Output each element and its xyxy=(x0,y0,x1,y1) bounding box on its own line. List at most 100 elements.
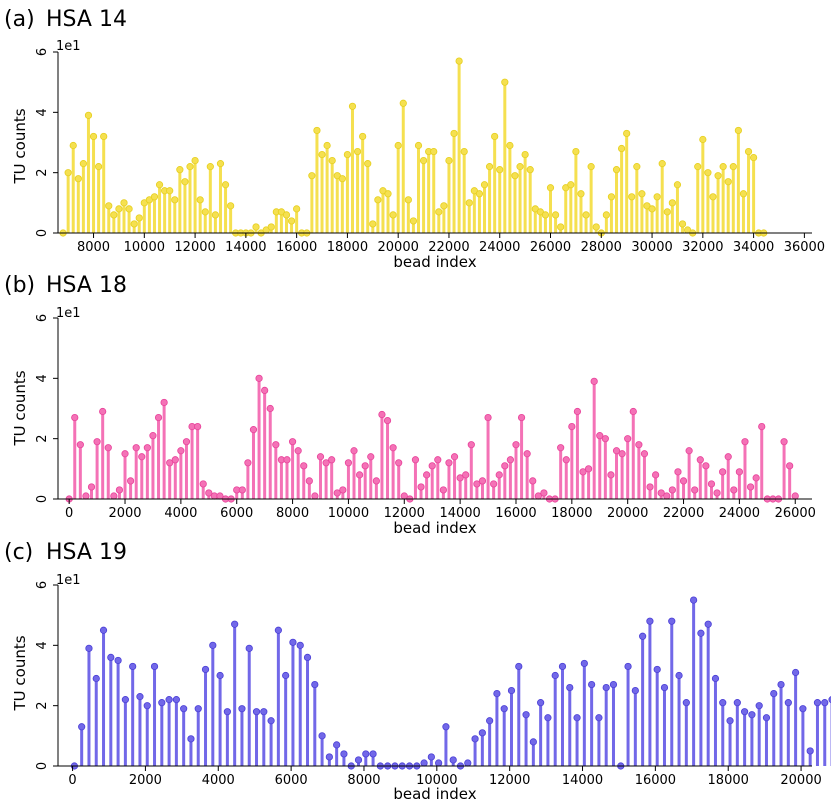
panel-c-point xyxy=(223,708,231,716)
panel-b-point xyxy=(724,453,732,461)
panel-c-point xyxy=(777,680,785,689)
panel-b-point xyxy=(596,432,604,440)
panel-b-point xyxy=(255,374,263,382)
panel-c-point xyxy=(602,683,610,692)
panel-c-y-tick-label: 2 xyxy=(35,702,50,710)
panel-a-point xyxy=(206,163,214,171)
panel-a-point xyxy=(353,147,362,156)
panel-b-point xyxy=(355,471,364,479)
panel-a-point xyxy=(384,190,392,198)
panel-b-point xyxy=(166,459,174,467)
panel-c-point xyxy=(340,750,348,758)
panel-b-point xyxy=(367,453,375,461)
panel-c-point xyxy=(507,686,516,695)
panel-a-point xyxy=(252,223,260,231)
panel-c-point xyxy=(180,705,188,713)
panel-b-point xyxy=(473,480,481,488)
panel-b-point xyxy=(746,483,755,491)
panel-a-point xyxy=(84,111,93,119)
panel-c-point xyxy=(748,711,756,719)
panel-b-point xyxy=(523,450,531,458)
panel-a-tag: (a) xyxy=(4,7,35,32)
panel-b-y-scale: 1e1 xyxy=(56,306,81,321)
panel-b-x-tick-label: 8000 xyxy=(276,506,309,521)
panel-a-point xyxy=(267,223,275,231)
panel-b-point xyxy=(439,486,447,494)
panel-b-point xyxy=(652,471,660,479)
panel-b-point xyxy=(791,492,799,500)
panel-b-point xyxy=(568,422,576,431)
panel-c-point xyxy=(697,629,705,637)
panel-c-point xyxy=(733,699,741,707)
panel-b-point xyxy=(579,468,587,476)
panel-a-point xyxy=(287,217,296,225)
panel-b-point xyxy=(194,422,202,431)
panel-b-plot-area: 0 2000 4000 6000 8000 10000 12000 14000 16000 180… xyxy=(35,314,816,521)
panel-a-point xyxy=(105,202,113,210)
panel-b-point xyxy=(294,447,302,455)
panel-a-x-tick-label: 30000 xyxy=(631,240,672,255)
panel-a-point xyxy=(653,193,661,201)
panel-a-point xyxy=(120,199,128,207)
panel-a-point xyxy=(171,196,179,204)
panel-c-point xyxy=(500,705,508,713)
panel-a-point xyxy=(227,202,235,210)
panel-a-point xyxy=(750,153,758,162)
panel-a-point xyxy=(694,163,702,171)
panel-c-point xyxy=(828,696,831,704)
panel-b-point xyxy=(562,456,570,464)
panel-b-point xyxy=(506,456,514,464)
panel-b-title: HSA 18 xyxy=(46,273,127,298)
panel-b-point xyxy=(288,438,297,446)
panel-b-point xyxy=(707,480,716,488)
panel-c-point xyxy=(770,689,778,698)
panel-b-y-tick-label: 4 xyxy=(35,374,50,382)
panel-b-point xyxy=(389,444,397,452)
panel-c-point xyxy=(318,732,326,740)
panel-a-point xyxy=(541,211,550,219)
panel-a-x-tick-label: 32000 xyxy=(682,240,723,255)
panel-a-point xyxy=(485,163,494,171)
panel-a-point xyxy=(74,175,82,183)
panel-a-point xyxy=(348,102,357,110)
panel-a-x-tick-label: 22000 xyxy=(428,240,469,255)
panel-a-x-tick-label: 8000 xyxy=(77,240,110,255)
panel-c-point xyxy=(682,699,690,707)
panel-b-x-tick-label: 4000 xyxy=(164,506,197,521)
panel-b-point xyxy=(741,438,749,446)
panel-c-x-tick-label: 10000 xyxy=(416,773,457,788)
panel-a-point xyxy=(100,132,108,141)
panel-c-point xyxy=(282,671,290,680)
panel-b-point xyxy=(115,486,124,494)
panel-a-point xyxy=(435,208,443,216)
panel-c-point xyxy=(114,656,122,665)
panel-c-y-tick-label: 6 xyxy=(35,581,50,589)
panel-c-x-tick-label: 12000 xyxy=(489,773,530,788)
panel-c-point xyxy=(442,723,450,731)
panel-b-point xyxy=(618,450,626,458)
panel-b-point xyxy=(132,444,140,452)
panel-c-point xyxy=(544,714,552,722)
panel-b-point xyxy=(512,441,520,449)
panel-b-point xyxy=(378,410,386,419)
panel-c-point xyxy=(719,699,727,707)
panel-a-point xyxy=(744,147,753,156)
panel-b-point xyxy=(450,453,459,461)
panel-c-point xyxy=(362,750,370,758)
panel-c-point xyxy=(121,696,129,704)
panel-a-point xyxy=(404,196,412,204)
panel-b-point xyxy=(283,456,291,464)
panel-c-point xyxy=(464,759,472,767)
panel-b-point xyxy=(490,480,498,488)
panel-a-point xyxy=(617,144,626,153)
panel-c-point xyxy=(558,662,567,671)
panel-a-point xyxy=(293,205,301,213)
panel-c-point xyxy=(522,711,530,719)
panel-b-point xyxy=(350,447,358,455)
panel-b-point xyxy=(121,450,129,458)
panel-c-point xyxy=(660,683,669,692)
panel-c-x-tick-label: 20000 xyxy=(780,773,821,788)
panel-c-ylabel: TU counts xyxy=(11,635,29,711)
panel-a-title: HSA 14 xyxy=(46,7,127,32)
panel-b-point xyxy=(417,483,425,491)
